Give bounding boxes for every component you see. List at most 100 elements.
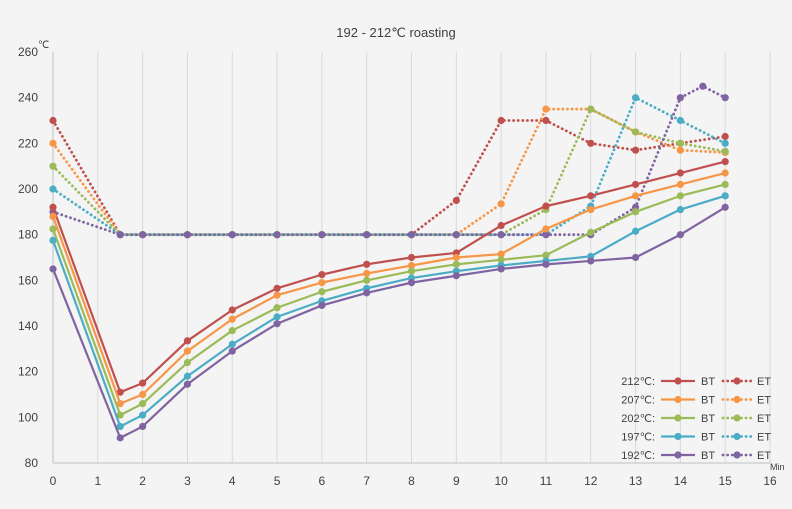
y-tick-label: 220 [18,136,38,150]
series-et-1-point [49,139,57,147]
series-et-4-point [721,94,729,102]
legend-bt-marker [674,451,682,459]
series-bt-0-point [363,260,371,268]
series-bt-1-point [49,212,57,220]
series-bt-1-point [721,169,729,177]
series-bt-4-point [587,257,595,265]
series-et-1-point [676,146,684,154]
legend-bt-marker [674,377,682,385]
legend-et-marker [733,414,741,422]
series-bt-2-point [407,267,416,275]
series-bt-1-point [139,390,147,399]
series-bt-2 [49,180,729,419]
legend-bt-marker [674,395,682,404]
series-bt-3-point [139,411,147,419]
series-bt-2-point [183,358,192,367]
series-bt-4-point [273,320,281,328]
series-et-0-point [542,116,550,125]
series-et-0-point [497,116,505,125]
legend-group-label: 202℃: [621,413,655,425]
series-bt-2-point [497,256,505,264]
series-bt-4-line [51,206,726,439]
series-et-1-point [497,200,505,208]
series-bt-0-point [587,192,595,200]
legend-et-label: ET [757,395,771,407]
series-bt-0 [49,158,729,396]
series-et-4-point [542,231,550,239]
x-tick-label: 0 [50,474,57,488]
legend-et-marker [733,451,741,459]
series-bt-3-point [273,313,281,321]
series-et-2-point [631,128,640,136]
series-et-4-point [699,82,707,90]
legend-group-label: 197℃: [621,432,655,444]
x-tick-label: 5 [274,474,281,488]
series-bt-0-point [116,388,124,396]
chart-title: 192 - 212℃ roasting [336,25,455,40]
y-tick-label: 180 [18,228,38,242]
x-tick-label: 2 [139,474,146,488]
series-et-3-point [631,94,640,102]
x-axis-ticks: 0 1 2 3 4 5 6 7 8 9 10 11 12 13 14 15 16 [50,474,777,488]
x-tick-label: 8 [408,474,415,488]
series-et-4-point [318,231,326,239]
series-et-4-point [116,231,124,239]
series-et-4-point [139,231,147,239]
x-tick-label: 1 [94,474,101,488]
series-bt-2-point [542,251,550,259]
series-bt-1-point [228,315,236,323]
series-bt-0-point [49,203,57,211]
series-bt-2-point [631,208,640,216]
series-et-0-point [587,139,595,147]
y-axis-ticks: 80 100 120 140 160 180 200 220 240 260 [18,45,38,470]
series-bt-0-point [407,253,416,262]
series-bt-2-point [363,276,371,284]
series-bt-1-point [116,400,124,408]
legend-group-label: 212℃: [621,376,655,388]
legend-et-label: ET [757,376,771,388]
series-bt-0-point [497,221,505,230]
series-bt-1-point [407,261,416,270]
series-bt-0-point [183,337,192,345]
series-bt-1-point [363,269,371,278]
series-bt-0-point [721,158,729,166]
series-bt-1-point [497,250,505,258]
legend-bt-label: BT [701,450,715,462]
series-bt-3-point [116,422,124,431]
series-bt-2-point [139,400,147,408]
series-et-2-point [49,162,57,170]
y-tick-label: 200 [18,182,38,196]
series-bt-4-point [542,260,550,268]
y-tick-label: 260 [18,45,38,59]
y-tick-label: 160 [18,273,38,287]
x-tick-label: 12 [584,474,598,488]
x-axis-unit: Min [770,462,785,472]
series-bt-4-point [139,422,147,431]
x-tick-label: 7 [363,474,370,488]
series-bt-0-point [676,169,684,177]
series-et-2-point [587,105,595,113]
x-tick-label: 13 [629,474,643,488]
series-et-0-point [631,146,640,154]
series-et-4-point [676,94,684,102]
series-bt-1-point [183,347,192,355]
legend-row: 207℃: BT ET [621,395,771,407]
legend-et-label: ET [757,450,771,462]
series-bt-3-point [676,205,684,214]
series-bt-1-point [542,225,550,233]
series-et-4-point [273,231,281,239]
legend-group-label: 207℃: [621,395,655,407]
x-tick-label: 6 [319,474,326,488]
series-bt-0-line [51,160,726,394]
series-bt-4-point [452,272,460,280]
legend-bt-label: BT [701,432,715,444]
legend-row: 197℃: BT ET [621,432,771,444]
series-et-4-point [183,231,192,239]
legend-row: 202℃: BT ET [621,413,771,425]
series-bt-4-point [228,347,236,355]
legend-group-label: 192℃: [621,450,655,462]
series-bt-1-point [676,180,684,189]
series-bt-4-point [116,434,124,442]
